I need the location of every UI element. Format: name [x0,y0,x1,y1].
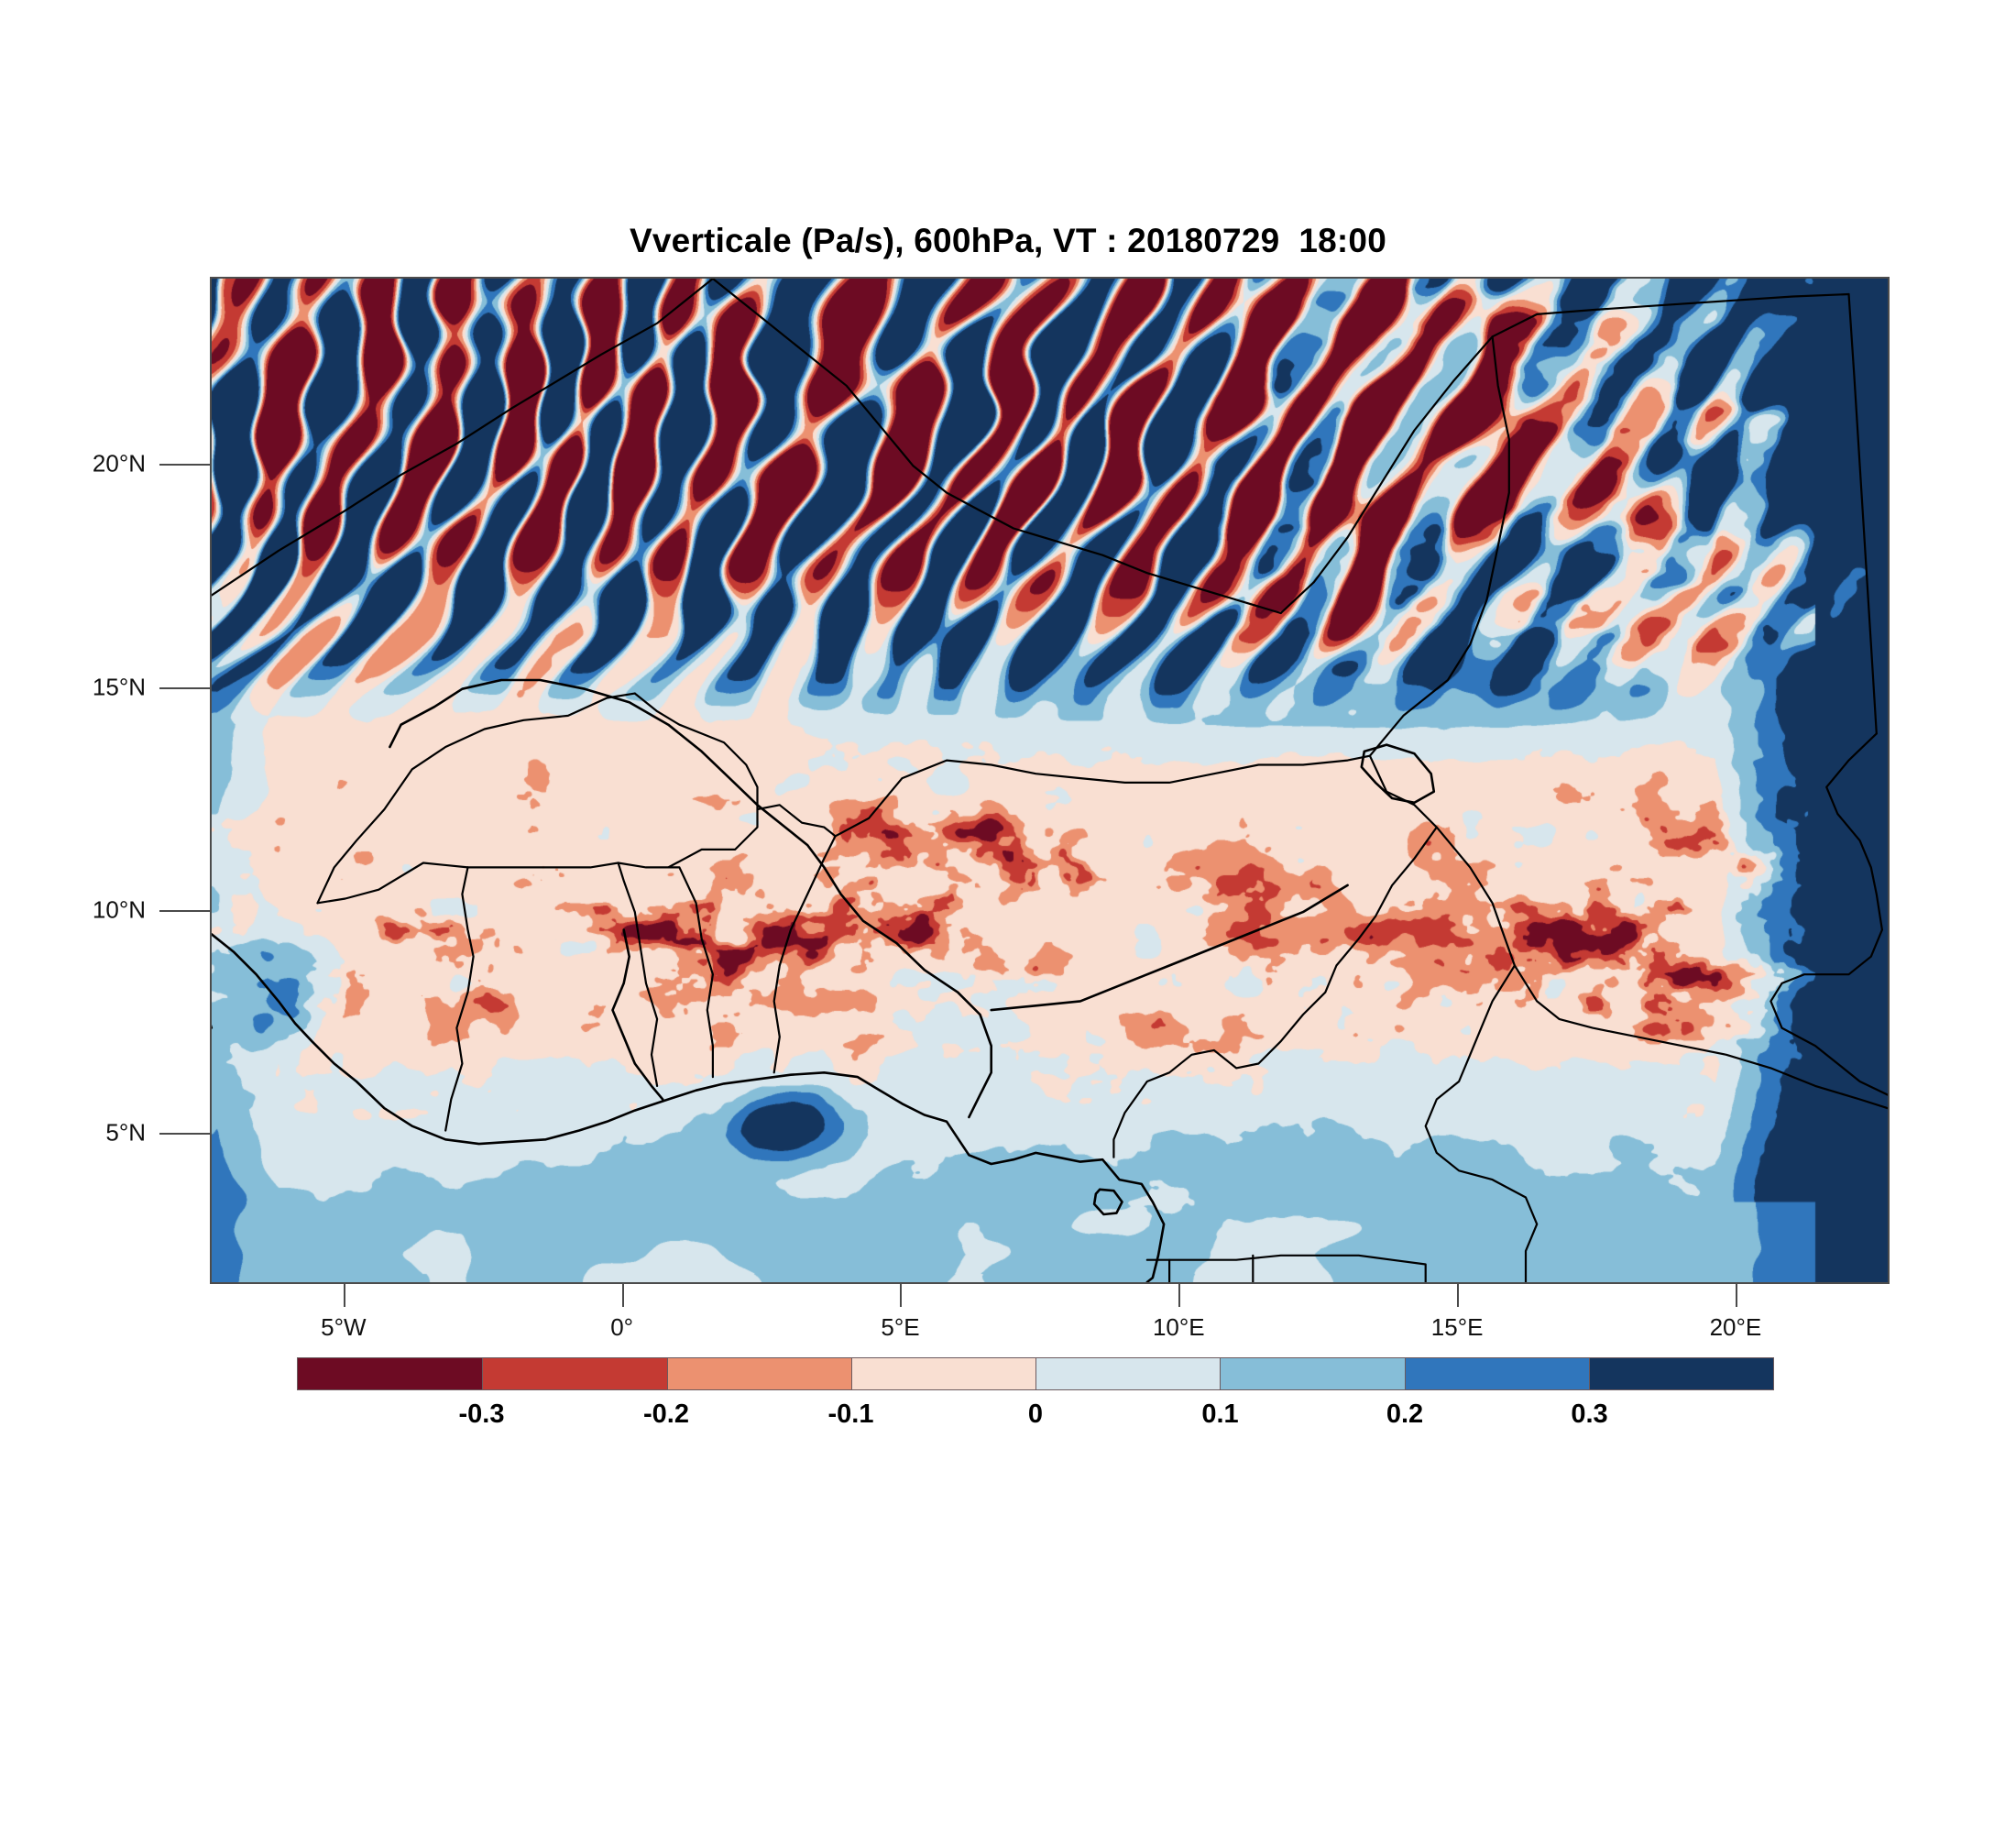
longitude-tick [1735,1284,1737,1307]
geo-line [316,692,636,905]
geo-line [834,754,1371,838]
page-title: Vverticale (Pa/s), 600hPa, VT : 20180729… [630,222,1386,259]
geo-line [1424,964,1539,1282]
colorbar-tick-label: 0 [1027,1399,1044,1429]
colorbar-tick-label: 0.3 [1571,1399,1608,1429]
geo-line [711,279,1282,615]
colorbar-tick-label: 0.1 [1201,1399,1239,1429]
colorbar-separator [1220,1358,1222,1389]
colorbar-separator [482,1358,484,1389]
geo-line [444,866,475,1132]
colorbar-band-2[interactable] [666,1358,851,1389]
colorbar-tick-label: -0.3 [458,1399,505,1429]
coastline-and-border-overlay [212,279,1888,1282]
latitude-tick [159,910,210,913]
longitude-tick [1178,1284,1181,1307]
geo-line [1825,732,1883,931]
geo-line [990,884,1349,1012]
longitude-tick [1457,1284,1460,1307]
geo-line [1769,928,1888,1096]
geo-line [1368,335,1510,757]
geo-line [212,933,1166,1282]
longitude-tick-label: 0° [610,1313,634,1341]
longitude-tick [900,1284,903,1307]
colorbar[interactable] [297,1357,1774,1390]
colorbar-band-4[interactable] [1035,1358,1221,1389]
geo-line [1360,743,1436,805]
latitude-tick-label-20: 20°N [92,449,146,477]
longitude-tick [621,1284,624,1307]
latitude-tick [159,686,210,689]
geo-line [1112,754,1438,1158]
longitude-tick-label: 20°E [1709,1313,1762,1341]
latitude-tick-label-5: 5°N [105,1118,146,1147]
colorbar-band-3[interactable] [850,1358,1035,1389]
longitude-tick-label: 10°E [1152,1313,1205,1341]
longitude-tick [343,1284,345,1307]
geo-line [617,862,659,1087]
geo-line [617,808,759,869]
geo-line [1145,1254,1427,1282]
geo-line [1279,292,1850,615]
colorbar-separator [1035,1358,1036,1389]
geo-line [316,862,469,905]
geo-line [667,866,714,1079]
longitude-tick-label: 15°E [1430,1313,1484,1341]
geo-line [466,862,619,869]
longitude-tick-label: 5°W [321,1313,367,1341]
colorbar-tick-label: 0.2 [1386,1399,1424,1429]
geo-line [772,835,837,1074]
geo-line [611,928,664,1101]
vertical-velocity-heatmap [212,279,1888,1282]
colorbar-separator [1404,1358,1406,1389]
latitude-tick [159,464,210,466]
geo-line [212,279,714,597]
colorbar-tick-label: -0.2 [643,1399,689,1429]
colorbar-band-6[interactable] [1404,1358,1589,1389]
latitude-tick-label-10: 10°N [92,895,146,924]
geo-line [1435,826,1888,1110]
colorbar-band-1[interactable] [482,1358,667,1389]
geo-line [389,678,992,1119]
colorbar-band-7[interactable] [1588,1358,1773,1389]
latitude-tick-label-15: 15°N [92,673,146,701]
map-plot-area[interactable] [210,277,1890,1284]
colorbar-band-0[interactable] [298,1358,483,1389]
colorbar-separator [1588,1358,1590,1389]
colorbar-separator [850,1358,852,1389]
latitude-tick [159,1133,210,1136]
longitude-tick-label: 5°E [881,1313,920,1341]
colorbar-band-5[interactable] [1220,1358,1405,1389]
geo-line [1092,1188,1123,1216]
geo-line [1847,292,1878,735]
colorbar-separator [666,1358,668,1389]
geo-line [633,692,837,838]
colorbar-tick-label: -0.1 [827,1399,874,1429]
